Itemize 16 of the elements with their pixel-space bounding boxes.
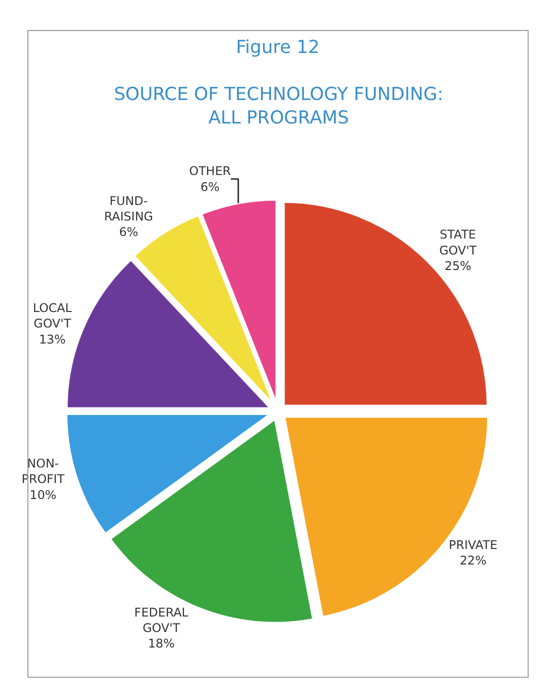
- chart-title: Figure 12: [236, 37, 320, 58]
- data-label: 6%: [119, 224, 138, 239]
- slice-label: PRIVATE: [448, 538, 498, 552]
- slice-label: OTHER: [189, 164, 231, 178]
- data-label: 25%: [444, 258, 472, 273]
- data-label: 6%: [200, 180, 220, 194]
- data-label: 13%: [39, 332, 66, 346]
- slice-label: FUND-RAISING: [104, 194, 154, 224]
- slice-label: LOCAL GOV'T: [32, 301, 72, 331]
- slice-label: FEDERAL GOV'T: [134, 606, 189, 636]
- data-label: 18%: [148, 636, 175, 651]
- data-label: 22%: [460, 553, 486, 568]
- chart-subtitle: SOURCE OF TECHNOLOGY FUNDING: ALL PROGRAMS: [114, 84, 444, 128]
- slice-label: NON-PROFIT: [22, 456, 66, 486]
- data-label: 10%: [30, 488, 56, 502]
- slice-label: STATE GOV'T: [439, 228, 478, 258]
